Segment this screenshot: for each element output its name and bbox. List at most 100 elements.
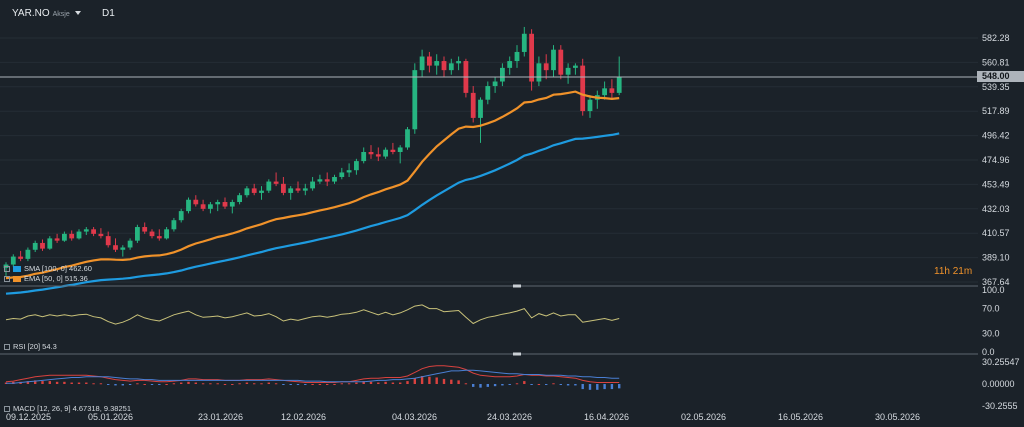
sma-label: SMA [100, 0] 462.60 xyxy=(24,264,92,273)
macd-histogram-bar xyxy=(194,382,197,384)
candle-body xyxy=(441,61,447,71)
symbol-selector[interactable]: YAR.NO Aksje xyxy=(12,8,81,19)
price-tick-label: 474.96 xyxy=(982,155,1010,165)
macd-histogram-bar xyxy=(603,384,606,390)
candle-body xyxy=(565,67,571,75)
time-tick-label: 02.05.2026 xyxy=(681,412,726,422)
macd-histogram-bar xyxy=(114,384,117,386)
macd-histogram-bar xyxy=(355,382,358,384)
time-tick-label: 23.01.2026 xyxy=(198,412,243,422)
macd-histogram-bar xyxy=(304,384,307,385)
macd-histogram-bar xyxy=(223,384,227,385)
candle-body xyxy=(69,233,75,239)
candle-body xyxy=(281,183,286,193)
rsi-tick-label: 0.0 xyxy=(982,347,995,357)
pane-dividers[interactable] xyxy=(0,284,978,356)
candle-body xyxy=(186,199,191,212)
chevron-down-icon xyxy=(74,11,81,16)
candle-body xyxy=(200,204,206,209)
macd-histogram-bar xyxy=(150,384,154,385)
settings-icon[interactable] xyxy=(4,265,10,272)
candle-body xyxy=(40,242,45,249)
macd-histogram-bar xyxy=(165,384,168,385)
macd-histogram-bar xyxy=(588,384,592,390)
macd-histogram-bar xyxy=(274,383,278,385)
macd-pane xyxy=(4,365,621,390)
price-tick-label: 517.89 xyxy=(982,106,1010,116)
rsi-label: RSI [20] 54.3 xyxy=(13,342,57,351)
time-axis: 09.12.2025 05.01.2026 23.01.2026 12.02.2026… xyxy=(6,412,920,422)
candle-body xyxy=(456,61,461,64)
candle-body xyxy=(521,33,527,52)
macd-histogram-bar xyxy=(479,384,482,388)
time-tick-label: 16.04.2026 xyxy=(584,412,629,422)
rsi-legend[interactable]: RSI [20] 54.3 xyxy=(4,342,57,351)
price-tick-label: 453.49 xyxy=(982,179,1010,189)
ema-label: EMA [50, 0] 515.36 xyxy=(24,274,88,283)
candle-body xyxy=(178,211,184,221)
candle-body xyxy=(91,229,96,234)
candle-body xyxy=(514,51,520,62)
candle-body xyxy=(25,249,31,259)
price-tick-label: 410.57 xyxy=(982,228,1010,238)
macd-histogram-bar xyxy=(530,384,533,385)
time-tick-label: 30.05.2026 xyxy=(875,412,920,422)
macd-histogram-bar xyxy=(523,381,526,384)
macd-histogram-bar xyxy=(399,382,402,384)
sma-legend[interactable]: SMA [100, 0] 462.60 xyxy=(4,264,92,273)
macd-histogram-bar xyxy=(201,383,205,385)
candle-body xyxy=(332,177,337,182)
grid xyxy=(0,37,978,283)
macd-histogram-bar xyxy=(618,384,621,389)
candle-body xyxy=(558,49,564,75)
signal-line xyxy=(6,369,620,384)
time-tick-label: 04.03.2026 xyxy=(392,412,437,422)
candle-body xyxy=(62,233,67,241)
macd-histogram-bar xyxy=(472,384,475,387)
time-tick-label: 09.12.2025 xyxy=(6,412,51,422)
candle-body xyxy=(54,238,60,241)
candle-body xyxy=(18,256,23,259)
macd-histogram-bar xyxy=(442,378,446,384)
settings-icon[interactable] xyxy=(4,275,10,282)
candle-body xyxy=(229,202,235,207)
candle-body xyxy=(536,63,542,82)
macd-histogram-bar xyxy=(581,384,584,390)
interval-selector[interactable]: D1 xyxy=(102,8,115,19)
macd-histogram-bar xyxy=(384,381,387,384)
rsi-pane xyxy=(5,304,620,325)
macd-legend[interactable]: MACD [12, 26, 9] 4.67318, 9.38251 xyxy=(4,404,131,413)
macd-histogram-bar xyxy=(99,383,103,385)
candle-body xyxy=(354,161,359,171)
macd-histogram-bar xyxy=(187,381,190,384)
macd-histogram-bar xyxy=(428,376,431,384)
candle-body xyxy=(478,99,483,118)
rsi-line xyxy=(5,304,620,325)
candle-body xyxy=(142,227,148,232)
pane-resize-handle xyxy=(513,352,521,356)
macd-label: MACD [12, 26, 9] 4.67318, 9.38251 xyxy=(13,404,131,413)
candle-body xyxy=(339,172,345,178)
macd-histogram-bar xyxy=(333,384,336,385)
interval-label: D1 xyxy=(102,8,115,19)
settings-icon[interactable] xyxy=(4,343,10,350)
candle-body xyxy=(580,65,586,112)
candle-body xyxy=(616,76,622,93)
price-tick-label: 496.42 xyxy=(982,131,1010,141)
price-tick-label: 432.03 xyxy=(982,204,1010,214)
candle-body xyxy=(295,188,301,191)
candle-body xyxy=(419,56,425,71)
macd-histogram-bar xyxy=(260,383,263,385)
macd-histogram-bar xyxy=(92,383,95,385)
macd-histogram-bar xyxy=(136,383,139,385)
settings-icon[interactable] xyxy=(4,405,10,412)
macd-histogram-bar xyxy=(48,381,51,384)
macd-histogram-bar xyxy=(391,382,395,384)
bar-countdown: 11h 21m xyxy=(934,266,973,277)
time-tick-label: 24.03.2026 xyxy=(487,412,532,422)
candle-body xyxy=(244,188,250,196)
macd-histogram-bar xyxy=(559,384,562,385)
macd-histogram-bar xyxy=(216,383,219,385)
ema-legend[interactable]: EMA [50, 0] 515.36 xyxy=(4,274,88,283)
